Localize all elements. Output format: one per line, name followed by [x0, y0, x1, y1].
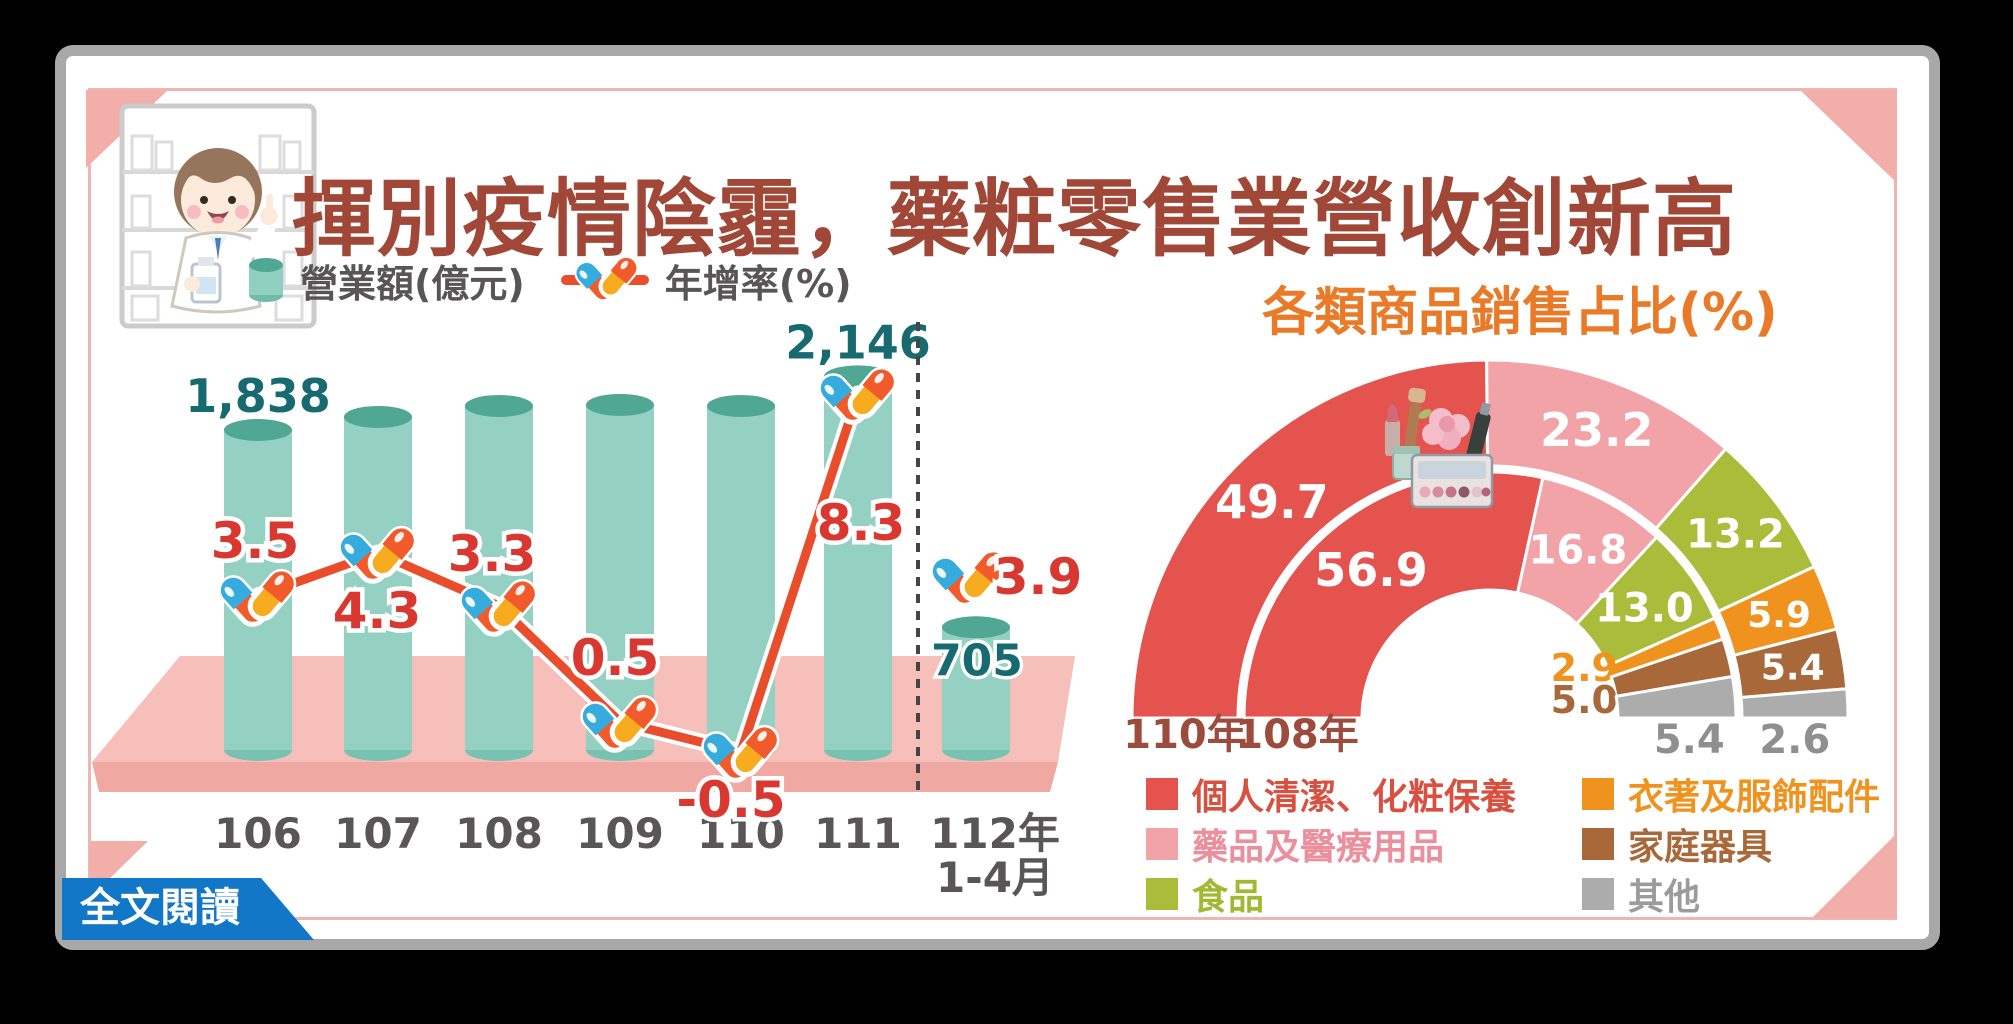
legend-swatch — [1146, 778, 1178, 810]
legend-item-category: 食品 — [1146, 872, 1582, 918]
legend-item-category: 其他 — [1582, 872, 1926, 918]
legend-item-revenue: 營業額(億元) — [246, 253, 525, 308]
legend-item-category: 衣著及服飾配件 — [1582, 772, 1926, 818]
legend-swatch — [1146, 828, 1178, 860]
legend-category-label: 食品 — [1192, 877, 1265, 918]
bar-chart-legend: 營業額(億元) 年增率(%) — [246, 250, 852, 310]
cylinder-icon — [249, 258, 283, 302]
legend-swatch — [1582, 828, 1614, 860]
growth-legend-label: 年增率(%) — [664, 261, 852, 306]
shelf-boxes — [130, 134, 304, 322]
legend-category-label: 個人清潔、化粧保養 — [1192, 777, 1517, 818]
legend-swatch — [1146, 878, 1178, 910]
legend-category-label: 家庭器具 — [1628, 827, 1773, 868]
legend-item-category: 藥品及醫療用品 — [1146, 822, 1582, 868]
legend-swatch — [1582, 778, 1614, 810]
pharmacist-character — [170, 148, 278, 314]
decorative-inner-border — [88, 88, 1897, 920]
legend-item-growth: 年增率(%) — [559, 250, 852, 310]
category-legend: 個人清潔、化粧保養 藥品及醫療用品 食品 衣著及服飾配件 家庭器具其他 — [1146, 772, 1926, 918]
page-title: 揮別疫情陰霾，藥粧零售業營收創新高 — [292, 170, 1738, 269]
legend-item-category: 個人清潔、化粧保養 — [1146, 772, 1582, 818]
legend-swatch — [1582, 878, 1614, 910]
legend-category-label: 其他 — [1628, 877, 1701, 918]
revenue-legend-label: 營業額(億元) — [300, 261, 525, 306]
pharmacist-illustration — [119, 103, 317, 329]
pill-line-icon — [560, 255, 649, 304]
legend-item-category: 家庭器具 — [1582, 822, 1926, 868]
legend-category-label: 藥品及醫療用品 — [1192, 827, 1445, 868]
donut-chart-title: 各類商品銷售占比(%) — [1262, 283, 1778, 343]
legend-category-label: 衣著及服飾配件 — [1628, 777, 1881, 818]
pill-marker-icon — [574, 255, 639, 304]
